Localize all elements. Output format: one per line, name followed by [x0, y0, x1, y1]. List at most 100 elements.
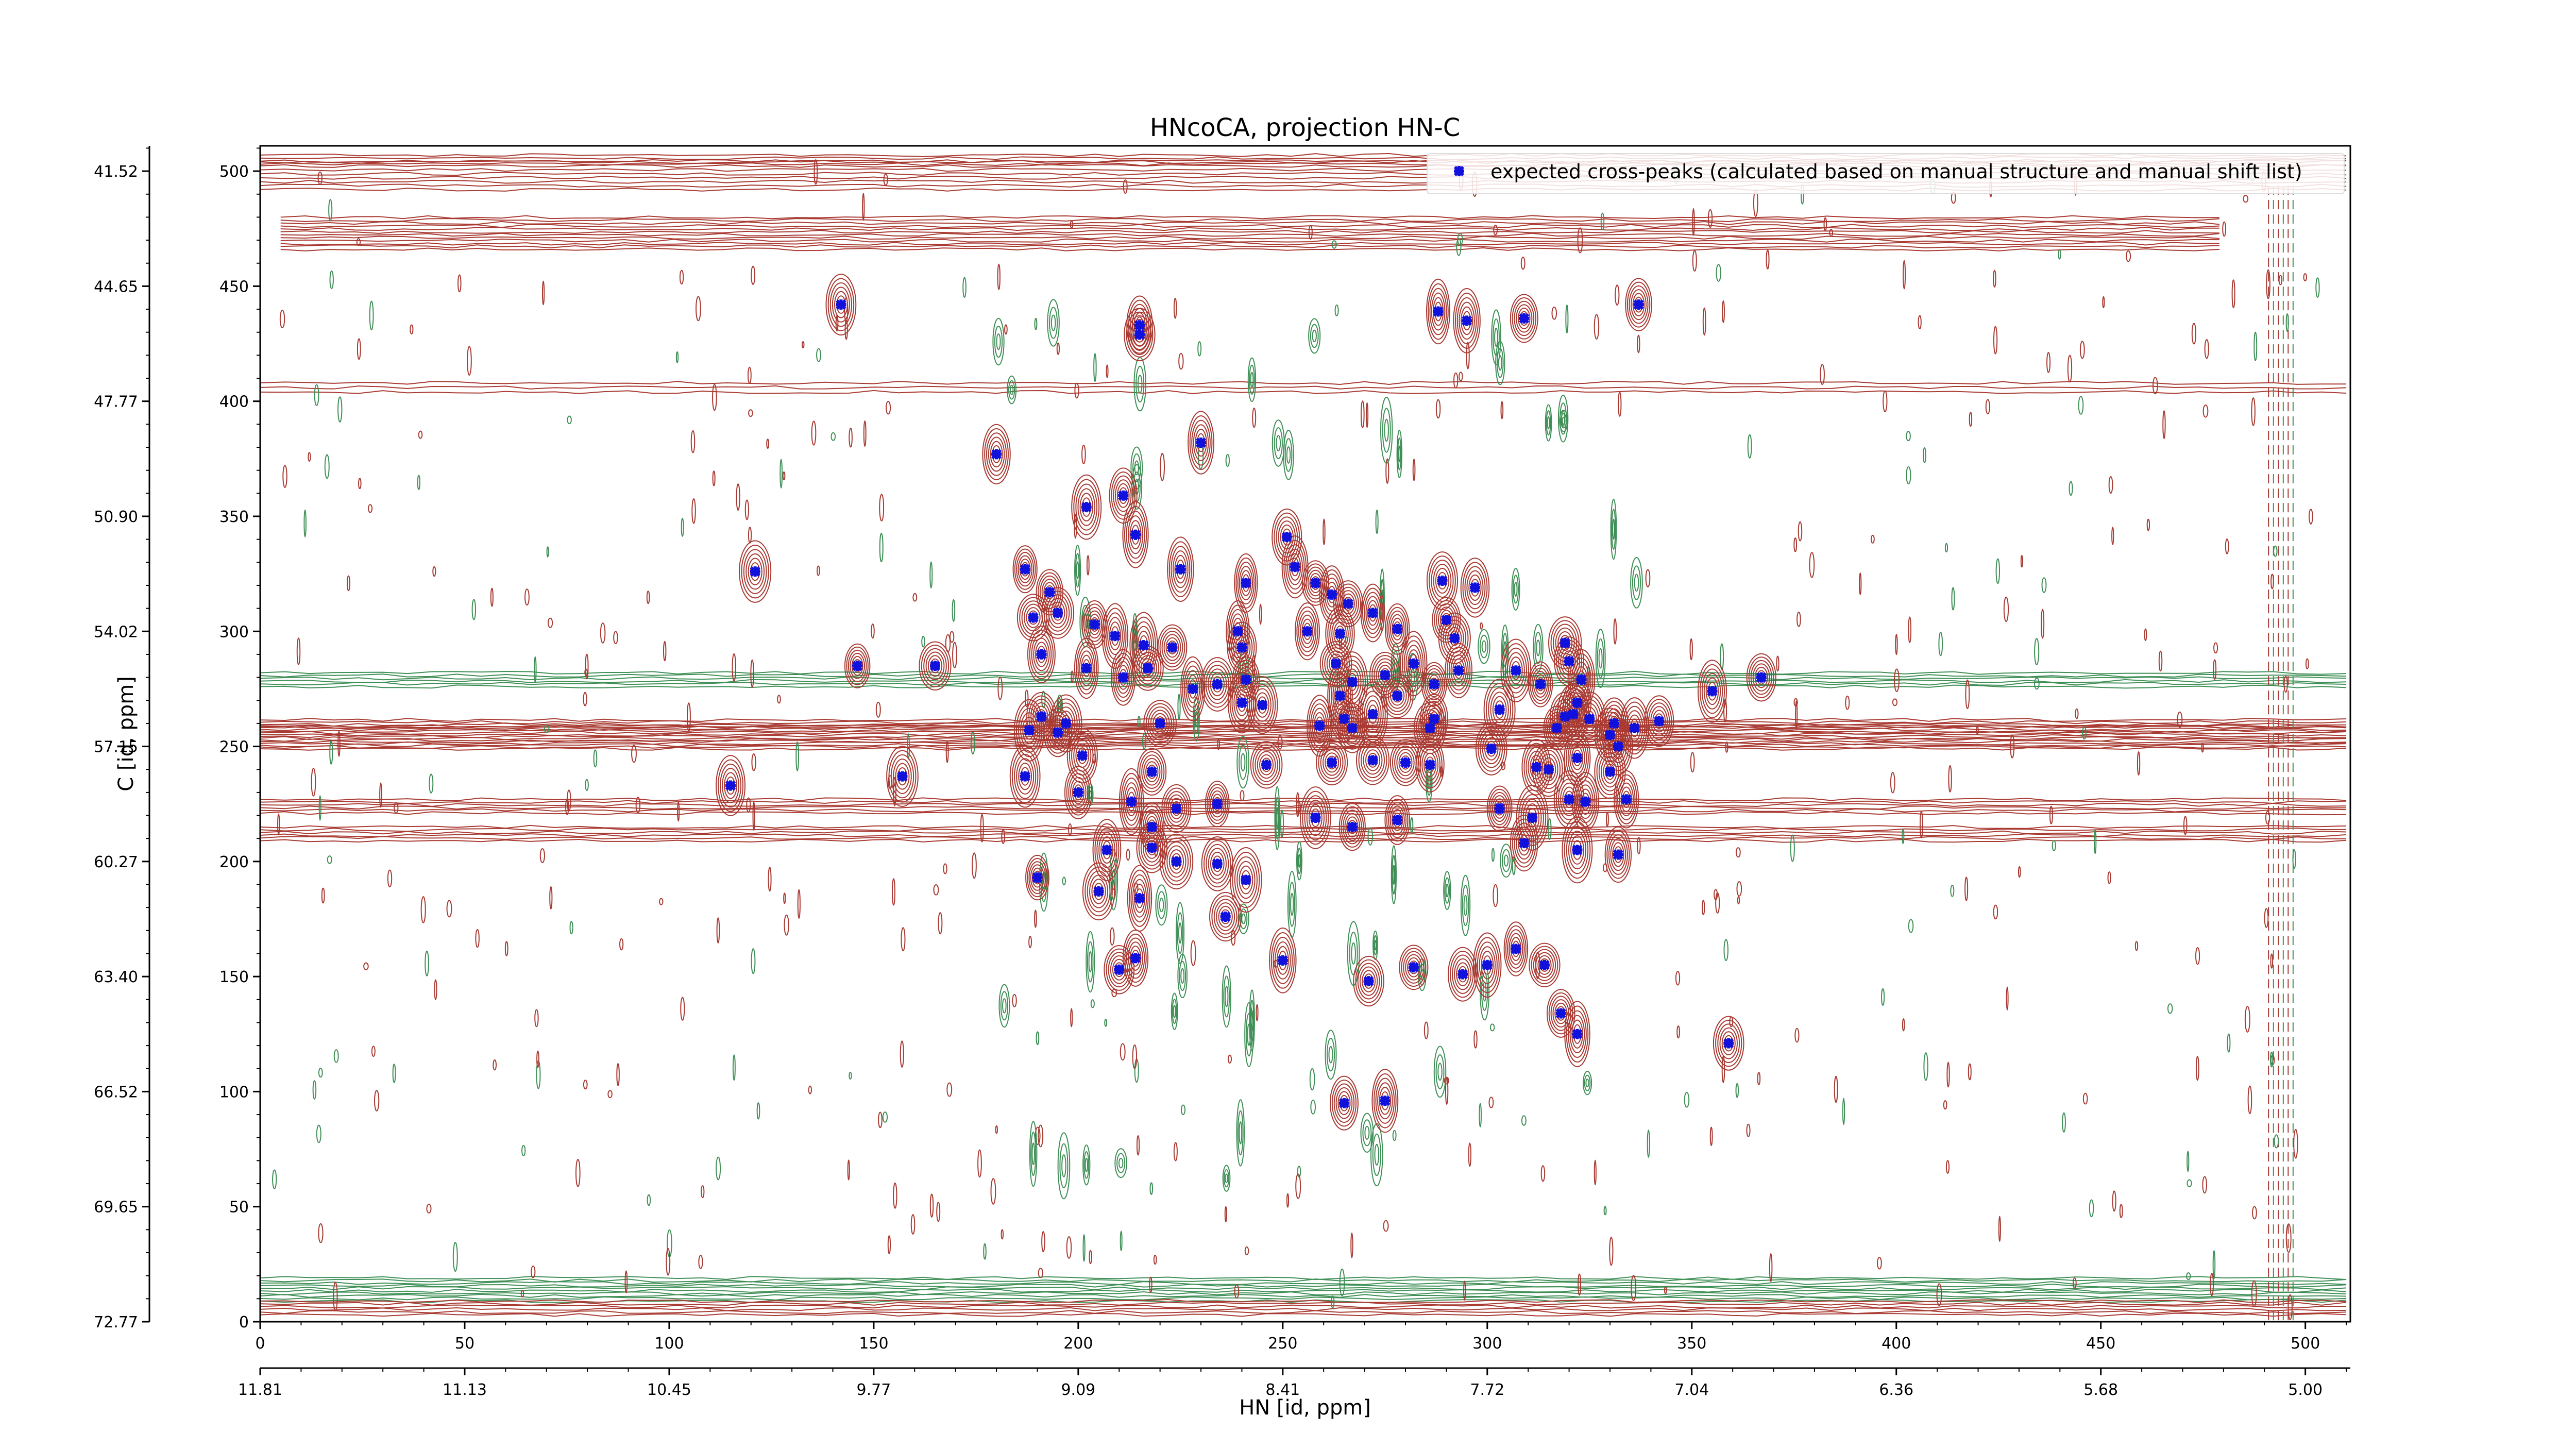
peak-contour [1622, 701, 1648, 755]
negative-contour [1086, 931, 1095, 993]
noise-contour [2213, 642, 2218, 654]
cross-peak-point [1290, 562, 1300, 572]
peak-contour [1364, 592, 1382, 634]
noise-contour [1132, 1044, 1138, 1069]
y-ppm-tick-label: 66.52 [94, 1083, 138, 1101]
cross-peak-point [1126, 796, 1137, 807]
cross-peak-point [1527, 812, 1538, 823]
noise-contour [1993, 269, 1996, 288]
x-ppm-tick-label: 9.09 [1061, 1381, 1095, 1399]
noise-contour [2252, 1206, 2257, 1220]
noise-contour [1735, 847, 1741, 858]
peak-contour [1386, 606, 1408, 651]
cross-peak-point [1334, 628, 1346, 639]
noise-contour [2018, 866, 2021, 878]
cross-peak-point [1633, 299, 1644, 310]
peak-contour [1064, 765, 1092, 819]
noise-contour [748, 409, 753, 417]
cross-peak-point [1707, 686, 1718, 697]
noise-contour [2278, 275, 2283, 285]
peak-contour [1464, 566, 1486, 610]
negative-contour [1582, 1071, 1592, 1096]
y-ppm-tick-label: 63.40 [94, 968, 138, 986]
peak-contour [1569, 1015, 1585, 1053]
cross-peak-point [1723, 1038, 1734, 1049]
peak-contour [1403, 640, 1424, 687]
negative-contour [1286, 446, 1291, 464]
peak-contour [1391, 809, 1403, 831]
noise-contour [1903, 260, 1906, 290]
ridge-band-280 [260, 670, 2347, 675]
peak-contour [1384, 603, 1410, 655]
noise-contour [569, 921, 573, 935]
peak-contour [1257, 751, 1276, 779]
peak-contour [984, 428, 1009, 480]
noise-contour [1594, 314, 1600, 340]
noise-contour [663, 641, 667, 662]
peak-contour [1211, 895, 1240, 938]
cross-peak-point [1212, 799, 1223, 810]
cross-peak-point [1494, 803, 1505, 814]
negative-contour [1547, 416, 1550, 430]
noise-contour [1908, 616, 1912, 644]
peak-contour [1713, 1016, 1744, 1071]
negative-contour [1310, 324, 1319, 348]
peak-contour [1118, 768, 1144, 835]
noise-contour [2309, 509, 2313, 525]
noise-contour [1062, 877, 1066, 886]
peak-contour [886, 746, 919, 807]
peak-contour [1342, 810, 1362, 845]
negative-contour [1534, 631, 1542, 664]
noise-contour [1086, 555, 1090, 576]
negative-contour [1533, 624, 1544, 672]
peak-contour [1603, 760, 1617, 784]
cross-peak-point [1326, 757, 1337, 768]
peak-contour [1703, 673, 1721, 710]
noise-contour [277, 813, 280, 835]
noise-contour [1350, 1232, 1353, 1258]
peak-contour [1122, 501, 1149, 568]
peak-contour [1159, 627, 1185, 668]
peak-contour [1648, 702, 1670, 740]
noise-contour [471, 599, 476, 620]
cross-peak-point [1560, 637, 1570, 648]
peak-contour [1115, 479, 1132, 512]
peak-contour [1234, 553, 1258, 613]
peak-contour [848, 649, 867, 682]
cross-peak-point [1555, 1008, 1566, 1019]
negative-contour [1155, 884, 1168, 926]
noise-contour [1890, 772, 1895, 794]
noise-contour [2270, 953, 2274, 969]
noise-contour [616, 1063, 620, 1086]
noise-contour [2075, 708, 2079, 719]
ridge-band-406 [260, 385, 2347, 390]
noise-contour [308, 452, 311, 462]
y-tick-label: 150 [219, 968, 249, 986]
noise-contour [795, 741, 799, 771]
x-tick-label: 50 [455, 1335, 474, 1353]
negative-contour [1391, 845, 1397, 904]
peak-contour [1091, 879, 1106, 904]
noise-contour [452, 1242, 458, 1272]
peak-contour [1208, 848, 1227, 880]
noise-contour [1309, 1068, 1315, 1091]
noise-contour [1468, 1142, 1471, 1167]
noise-contour [2269, 1051, 2274, 1068]
peak-contour [1443, 619, 1467, 657]
peak-contour [1033, 637, 1050, 671]
noise-contour [875, 701, 881, 718]
peak-contour [741, 544, 769, 599]
noise-contour [882, 1111, 888, 1123]
peak-contour [1322, 644, 1350, 683]
peak-contour [1529, 942, 1561, 987]
peak-contour [1509, 933, 1523, 965]
peak-contour [1087, 610, 1103, 639]
noise-contour [1943, 1100, 1947, 1110]
noise-contour [995, 1125, 998, 1134]
cross-peak-point [1032, 872, 1043, 883]
noise-contour [1375, 509, 1379, 534]
noise-contour [1948, 765, 1952, 793]
noise-contour [1969, 412, 1973, 427]
peak-contour [1752, 663, 1770, 692]
peak-contour [1517, 307, 1531, 329]
